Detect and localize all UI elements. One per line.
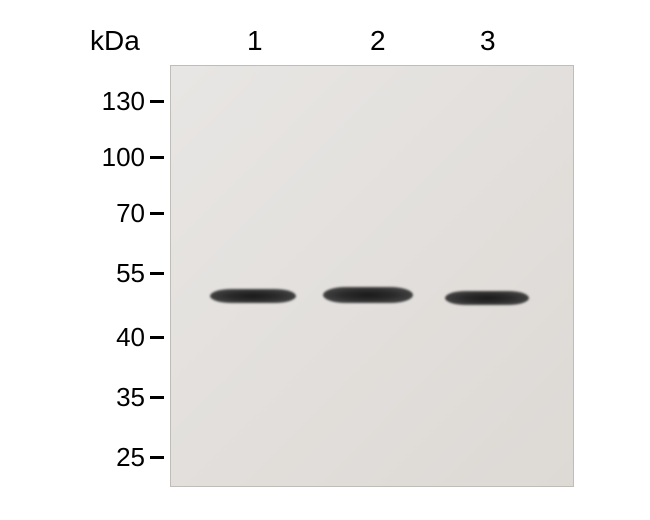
blot-membrane [170, 65, 574, 487]
mw-label-40: 40 [116, 322, 145, 353]
axis-unit-label: kDa [90, 25, 140, 57]
mw-tick-25 [150, 456, 164, 459]
mw-label-130: 130 [102, 86, 145, 117]
band-lane-2 [323, 287, 413, 303]
blot-container: kDa 1 2 3 130 100 70 55 40 35 25 [0, 0, 650, 520]
mw-label-35: 35 [116, 382, 145, 413]
band-lane-1 [210, 289, 296, 303]
mw-tick-130 [150, 100, 164, 103]
mw-label-70: 70 [116, 198, 145, 229]
mw-tick-55 [150, 272, 164, 275]
mw-label-100: 100 [102, 142, 145, 173]
mw-tick-100 [150, 156, 164, 159]
lane-label-2: 2 [370, 25, 386, 57]
band-lane-3 [445, 291, 529, 305]
mw-label-25: 25 [116, 442, 145, 473]
lane-label-3: 3 [480, 25, 496, 57]
mw-tick-40 [150, 336, 164, 339]
mw-tick-70 [150, 212, 164, 215]
mw-tick-35 [150, 396, 164, 399]
lane-label-1: 1 [247, 25, 263, 57]
mw-label-55: 55 [116, 258, 145, 289]
